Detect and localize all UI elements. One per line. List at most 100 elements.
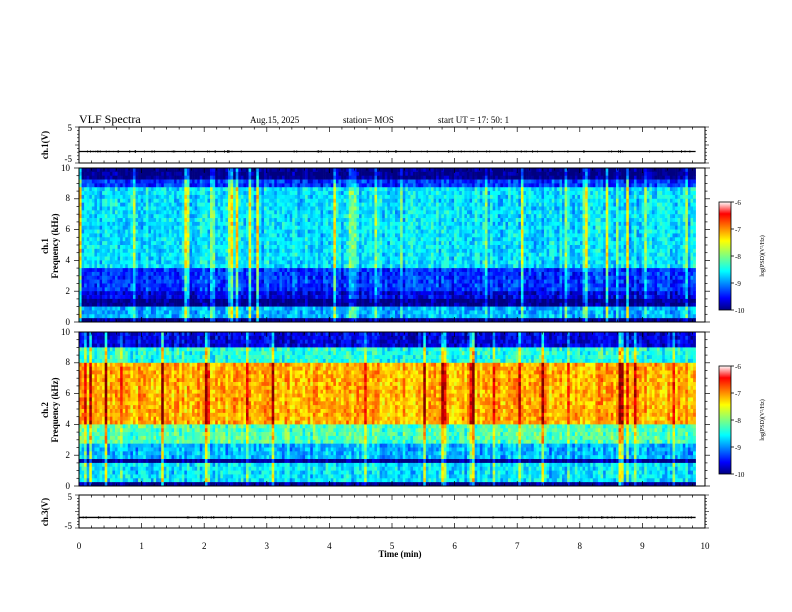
ch1-spectrogram-cell <box>163 214 167 219</box>
ch1-spectrogram-cell <box>613 168 617 173</box>
ch1-spectrogram-cell <box>646 179 650 184</box>
ch1-spectrogram-cell <box>608 175 612 180</box>
ch1-spectrogram-cell <box>533 206 537 211</box>
ch1-spectrogram-cell <box>569 183 573 188</box>
ch1-spectrogram-cell <box>610 194 614 200</box>
ch1-spectrogram-cell <box>441 187 445 192</box>
ch1-spectrogram-cell <box>210 218 213 223</box>
ch1-spectrogram-cell <box>407 214 411 219</box>
ch1-spectrogram-cell <box>482 210 486 215</box>
ch1-spectrogram-cell <box>132 183 136 188</box>
ch1-spectrogram-cell <box>138 229 141 234</box>
ch1-spectrogram-cell <box>84 210 88 215</box>
ch1-spectrogram-cell <box>541 168 545 173</box>
ch1-spectrogram-cell <box>122 175 126 180</box>
ch1-spectrogram-cell <box>387 191 391 196</box>
ch1-spectrogram-cell <box>446 237 450 242</box>
ch1-spectrogram-cell <box>410 210 414 215</box>
ch1-spectrogram-cell <box>287 175 290 180</box>
ch1-spectrogram-cell <box>438 206 442 211</box>
ch1-spectrogram-cell <box>328 202 332 207</box>
ch1-spectrogram-cell <box>425 233 429 238</box>
ch1-spectrogram-cell <box>513 202 517 207</box>
ch1-spectrogram-cell <box>143 183 147 188</box>
ch1-spectrogram-cell <box>454 202 457 207</box>
ch1-spectrogram-cell <box>518 206 522 211</box>
ch1-spectrogram-cell <box>597 221 601 227</box>
ch1-spectrogram-cell <box>179 191 183 196</box>
ch1-spectrogram-cell <box>466 175 470 180</box>
ch1-spectrogram-cell <box>659 179 663 184</box>
ch1-spectrogram-cell <box>448 179 452 184</box>
ch1-spectrogram-cell <box>179 218 183 223</box>
ch1-spectrogram-cell <box>549 175 553 180</box>
ch1-spectrogram-cell <box>649 221 653 227</box>
ch1-spectrogram-cell <box>402 233 406 238</box>
ch1-spectrogram-cell <box>258 187 262 192</box>
ch1-spectrogram-cell <box>387 225 391 230</box>
ch1-spectrogram-cell <box>531 206 535 211</box>
ch1-spectrogram-cell <box>369 187 373 192</box>
ch1-spectrogram-cell <box>425 171 429 176</box>
ch1-spectrogram-cell <box>323 206 326 211</box>
ch1-spectrogram-cell <box>405 171 409 176</box>
ch1-spectrogram-cell <box>328 183 332 188</box>
ch1-spectrogram-cell <box>140 187 144 192</box>
ch1-spectrogram-cell <box>315 183 319 188</box>
ch1-spectrogram-cell <box>626 221 630 227</box>
ch1-spectrogram-cell <box>508 175 511 180</box>
ch1-spectrogram-cell <box>515 179 519 184</box>
ch1-spectrogram-cell <box>186 210 190 215</box>
ch1-spectrogram-cell <box>610 179 614 184</box>
ch1-spectrogram-cell <box>577 206 581 211</box>
ch1-spectrogram-cell <box>680 171 684 176</box>
ch1-spectrogram-cell <box>150 210 154 215</box>
ch1-spectrogram-cell <box>685 206 689 211</box>
ch1-spectrogram-cell <box>89 179 93 184</box>
ch1-spectrogram-cell <box>269 168 272 173</box>
ch1-spectrogram-cell <box>377 237 380 242</box>
ch1-spectrogram-cell <box>343 214 347 219</box>
ch1-spectrogram-cell <box>487 175 491 180</box>
ch1-spectrogram-cell <box>654 214 658 219</box>
ch1-spectrogram-cell <box>477 233 481 238</box>
ch1-spectrogram-cell <box>384 210 388 215</box>
ch1-spectrogram-cell <box>284 168 288 173</box>
ch1-spectrogram-cell <box>287 194 290 200</box>
ch1-spectrogram-cell <box>518 175 522 180</box>
ch1-spectrogram-cell <box>96 198 100 203</box>
ch1-spectrogram-cell <box>562 229 565 234</box>
ch1-spectrogram-cell <box>400 168 404 173</box>
ch1-spectrogram-cell <box>428 183 432 188</box>
ch1-spectrogram-cell <box>109 194 113 200</box>
ch1-spectrogram-cell <box>248 191 252 196</box>
ch1-spectrogram-cell <box>484 229 488 234</box>
ch1-spectrogram-cell <box>371 194 375 200</box>
ch1-spectrogram-cell <box>569 179 573 184</box>
ch1-spectrogram-cell <box>258 183 262 188</box>
ch1-spectrogram-cell <box>433 194 437 200</box>
ch1-spectrogram-cell <box>153 168 157 173</box>
ch1-spectrogram-cell <box>472 206 475 211</box>
ch1-spectrogram-cell <box>299 183 303 188</box>
ch1-spectrogram-cell <box>204 179 208 184</box>
ch1-spectrogram-cell <box>263 198 267 203</box>
ch1-spectrogram-cell <box>158 168 162 173</box>
ch1-spectrogram-cell <box>500 171 504 176</box>
ch1-spectrogram-cell <box>351 191 355 196</box>
ch1-spectrogram-cell <box>248 214 252 219</box>
ch1-spectrogram-cell <box>117 187 121 192</box>
ch1-spectrogram-cell <box>305 229 308 234</box>
ch1-spectrogram-cell <box>592 194 596 200</box>
ch1-spectrogram-cell <box>654 198 658 203</box>
ch1-spectrogram-cell <box>261 233 265 238</box>
ch1-spectrogram-cell <box>451 241 455 246</box>
ch1-spectrogram-cell <box>497 194 501 200</box>
ch1-spectrogram-cell <box>508 168 511 173</box>
ch1-spectrogram-cell <box>574 221 578 227</box>
ch1-spectrogram-cell <box>168 194 172 200</box>
ch1-spectrogram-cell <box>474 198 478 203</box>
ch1-spectrogram-cell <box>590 233 594 238</box>
ch1-spectrogram-cell <box>677 179 681 184</box>
ch1-spectrogram-cell <box>433 233 437 238</box>
